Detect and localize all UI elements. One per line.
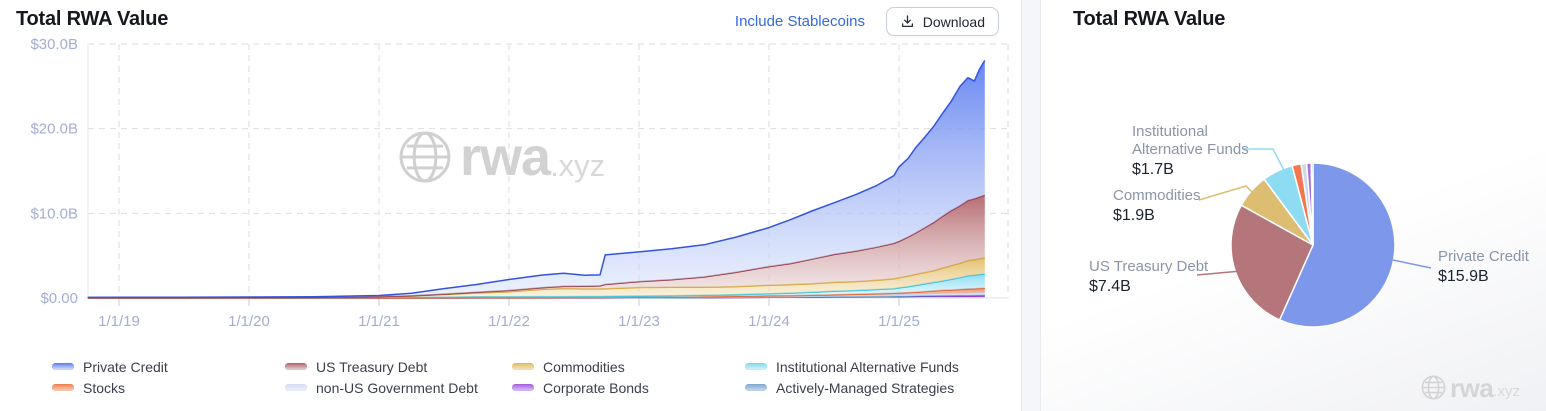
x-axis-tick-label: 1/1/22 [488,313,530,330]
panel-divider [1022,0,1040,411]
download-button-label: Download [922,13,985,30]
legend-label: Commodities [543,358,625,375]
total-rwa-pie-chart [1196,148,1432,328]
legend-item-non-us-government-debt[interactable]: non-US Government Debt [285,377,512,398]
download-icon [901,15,913,28]
legend-item-private-credit[interactable]: Private Credit [52,356,285,377]
legend-item-institutional-alternative-funds[interactable]: Institutional Alternative Funds [745,356,1011,377]
include-stablecoins-link[interactable]: Include Stablecoins [734,13,865,30]
area-series-private-credit[interactable] [87,60,985,298]
legend-label: Actively-Managed Strategies [776,379,955,396]
chart-legend: Private Credit US Treasury Debt Commoditie… [52,356,1011,398]
legend-swatch-corporate-bonds [512,384,534,391]
legend-swatch-us-treasury-debt [285,363,307,370]
legend-label: Private Credit [83,358,168,375]
x-axis-tick-label: 1/1/20 [228,313,270,330]
pie-slices [1230,162,1396,328]
pie-callout-lines [1196,148,1432,276]
pie-slice-private-credit[interactable] [1278,162,1396,328]
total-rwa-area-chart: $30.0B $20.0B $10.0B $0.00 1/1/19 1/1/20 1/1/2… [30,36,1009,330]
x-axis-tick-label: 1/1/21 [358,313,400,330]
y-axis-tick-label: $10.0B [30,205,78,222]
total-rwa-area-chart-panel: $30.0B $20.0B $10.0B $0.00 1/1/19 1/1/20 1/1/2… [0,0,1022,411]
legend-item-corporate-bonds[interactable]: Corporate Bonds [512,377,745,398]
legend-swatch-actively-managed-strategies [745,384,767,391]
legend-swatch-institutional-alternative-funds [745,363,767,370]
legend-label: US Treasury Debt [316,358,428,375]
area-series-us-treasury-debt[interactable] [87,195,985,298]
legend-item-actively-managed-strategies[interactable]: Actively-Managed Strategies [745,377,1011,398]
x-axis-tick-label: 1/1/25 [878,313,920,330]
legend-swatch-private-credit [52,363,74,370]
legend-swatch-commodities [512,363,534,370]
legend-label: non-US Government Debt [316,379,478,396]
pie-callout-line-private-credit [1392,259,1432,269]
y-axis-tick-label: $30.0B [30,36,78,53]
pie-callout-line-commodities [1198,185,1257,201]
pie-chart-title: Total RWA Value [1073,8,1226,30]
area-series-commodities[interactable] [87,257,985,298]
y-axis-tick-label: $20.0B [30,121,78,138]
pie-callout-line-institutional-alternative-funds [1243,148,1290,181]
x-axis-tick-label: 1/1/19 [98,313,140,330]
legend-swatch-stocks [52,384,74,391]
legend-item-stocks[interactable]: Stocks [52,377,285,398]
legend-label: Stocks [83,379,126,396]
x-axis-tick-label: 1/1/23 [618,313,660,330]
legend-item-commodities[interactable]: Commodities [512,356,745,377]
legend-label: Corporate Bonds [543,379,649,396]
area-line-private-credit [87,60,986,299]
pie-callout-line-us-treasury-debt [1196,270,1242,276]
area-chart-series [87,60,986,299]
area-chart-title: Total RWA Value [16,8,169,30]
pie-slice-actively-managed-strategies[interactable] [1310,162,1314,246]
x-axis-tick-label: 1/1/24 [748,313,790,330]
y-axis-tick-label: $0.00 [40,290,78,307]
download-button[interactable]: Download [885,7,999,36]
legend-swatch-non-us-government-debt [285,384,307,391]
total-rwa-pie-panel: Total RWA Value Private Credit $15.9B US T… [1040,0,1546,411]
legend-item-us-treasury-debt[interactable]: US Treasury Debt [285,356,512,377]
legend-label: Institutional Alternative Funds [776,358,959,375]
area-chart-axis-labels: $30.0B $20.0B $10.0B $0.00 1/1/19 1/1/20 1/1/2… [30,36,919,330]
